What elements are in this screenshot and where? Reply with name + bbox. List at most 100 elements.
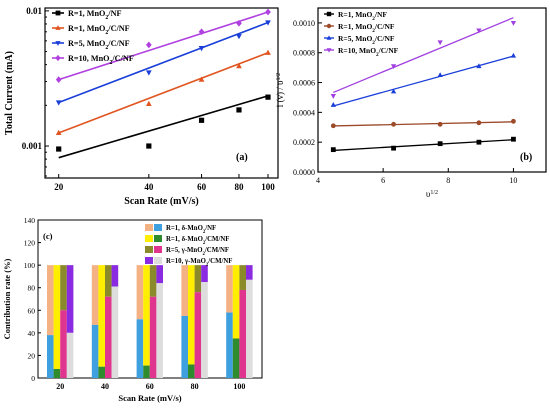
point-b-0-0 [330,147,336,153]
y-tick-label-b-2: 0.0004 [293,108,315,117]
bar-diffusion-c-4-0 [226,265,233,313]
y-tick-label-a: 0.01 [26,6,42,16]
point-a-3-1 [145,41,152,49]
point-a-3-4 [265,8,271,16]
fit-line-b-2 [333,55,514,107]
series-b-3: R=10, MnO2/C/NF [324,17,517,99]
bar-diffusion-c-4-3 [246,265,253,280]
point-a-3-0 [55,76,62,83]
bar-capacitive-c-0-3 [66,332,74,378]
panel-label-b: (b) [520,152,532,163]
bar-diffusion-c-2-3 [156,265,163,284]
point-b-3-3 [476,28,482,34]
panel-label-c: (c) [43,231,53,241]
point-b-2-4 [510,52,517,58]
y-tick-label-b-3: 0.0006 [293,79,315,88]
bar-diffusion-c-0-3 [66,265,74,333]
legend-label-b-1: R=1, MnO2/C/NF [338,22,395,34]
legend-swatch-capacitive-c-2 [154,246,162,253]
point-b-1-0 [330,123,336,129]
bar-capacitive-c-0-0 [47,335,54,378]
point-a-0-3 [236,107,242,113]
series-a-2: R=5, MnO2/C/NF [52,20,271,106]
point-b-2-2 [437,72,443,78]
bar-diffusion-c-3-1 [188,265,195,365]
point-b-3-4 [510,20,517,26]
legend-label-c-0: R=1, δ-MnO2/NF [166,225,216,235]
x-tick-label-b-4: 4 [316,176,320,185]
bar-diffusion-c-2-1 [143,265,150,366]
bar-capacitive-c-2-2 [149,296,157,378]
legend-swatch-capacitive-c-1 [154,235,162,242]
bar-capacitive-c-2-3 [156,283,163,378]
legend-label-c-3: R=10, γ-MnO2/CM/NF [166,258,232,268]
chart-b: 4 6 8 10 0.0000 0.0002 0.0004 0.0006 0.0008 0.001… [275,7,547,199]
x-axis-label-c: Scan Rate (mV/s) [118,393,181,403]
point-a-1-2 [198,76,205,82]
y-tick-label-c-120: 120 [24,239,36,248]
point-b-1-4 [511,118,516,124]
y-axis-label-a: Total Current (mA) [4,51,15,135]
bar-diffusion-c-0-1 [53,265,61,369]
x-tick-label-c-60: 60 [146,382,154,391]
point-a-1-4 [265,49,271,55]
fit-line-a-0 [58,95,269,159]
legend-label-a-1: R=1, MnO2/C/NF [68,24,130,36]
point-a-3-2 [198,28,205,36]
point-a-0-1 [146,143,152,149]
legend-marker-b-3 [326,48,332,53]
legend-marker-b-2 [326,35,332,40]
plot-frame-b [317,7,547,173]
point-b-0-3 [476,139,482,145]
point-b-1-1 [391,121,396,127]
x-tick-label-b-10: 10 [509,176,517,185]
y-axis-label-b: i (v) / υ1/2 [275,73,285,107]
point-a-2-4 [265,20,271,26]
bar-capacitive-c-4-2 [239,289,246,378]
legend-swatch-diffusion-c-2 [145,246,153,253]
x-tick-label-c-20: 20 [56,382,64,391]
y-tick-label-c-140: 140 [24,216,36,225]
legend-label-c-1: R=1, δ-MnO2/CM/NF [166,236,229,246]
point-b-2-3 [476,63,482,69]
plot-frame-a [44,7,279,179]
legend-label-b-0: R=1, MnO2/NF [338,10,387,22]
x-tick-label-b-6: 6 [381,176,385,185]
point-a-1-0 [55,129,62,136]
series-b-0: R=1, MnO2/NF [324,10,516,153]
point-a-0-4 [265,94,271,100]
chart-a: 20 40 60 80 100 0.01 0.001 Scan Rate (mV/s) Tota… [4,6,279,207]
bar-capacitive-c-4-0 [226,312,233,378]
legend-swatch-diffusion-c-1 [145,235,153,242]
bar-capacitive-c-1-2 [105,296,112,378]
point-b-0-2 [437,141,443,147]
point-a-2-0 [55,100,62,106]
panel-label-a: (a) [236,152,248,163]
legend-label-a-0: R=1, MnO2/NF [68,9,122,21]
point-a-0-0 [56,146,62,152]
legend-swatch-diffusion-c-0 [145,224,153,231]
fit-line-a-2 [58,21,269,104]
legend-label-a-2: R=5, MnO2/C/NF [68,39,130,51]
bar-diffusion-c-0-0 [47,265,54,336]
bar-capacitive-c-1-3 [111,286,119,378]
legend-label-b-3: R=10, MnO2/C/NF [338,46,399,58]
x-tick-label-c-100: 100 [233,382,245,391]
bar-capacitive-c-1-0 [91,324,99,378]
bar-capacitive-c-3-1 [188,364,195,378]
legend-swatch-capacitive-c-3 [154,257,162,264]
bar-diffusion-c-4-2 [239,265,246,290]
bar-capacitive-c-3-2 [194,292,202,378]
chart-c: 0 20 40 60 80 100 120 140 20 40 60 80 100 Scan Rate (… [2,216,263,403]
legend-marker-a-0 [55,10,61,16]
x-tick-label-a-40: 40 [144,182,154,192]
bar-diffusion-c-0-2 [60,265,67,311]
legend-marker-b-1 [326,23,332,29]
point-a-1-3 [236,63,242,69]
y-tick-label-c-100: 100 [24,261,36,270]
bar-capacitive-c-2-1 [143,365,150,378]
x-tick-label-b-8: 8 [446,176,450,185]
y-tick-label-a: 0.001 [22,141,43,151]
point-b-0-4 [511,136,516,142]
x-tick-label-a-100: 100 [261,182,275,192]
